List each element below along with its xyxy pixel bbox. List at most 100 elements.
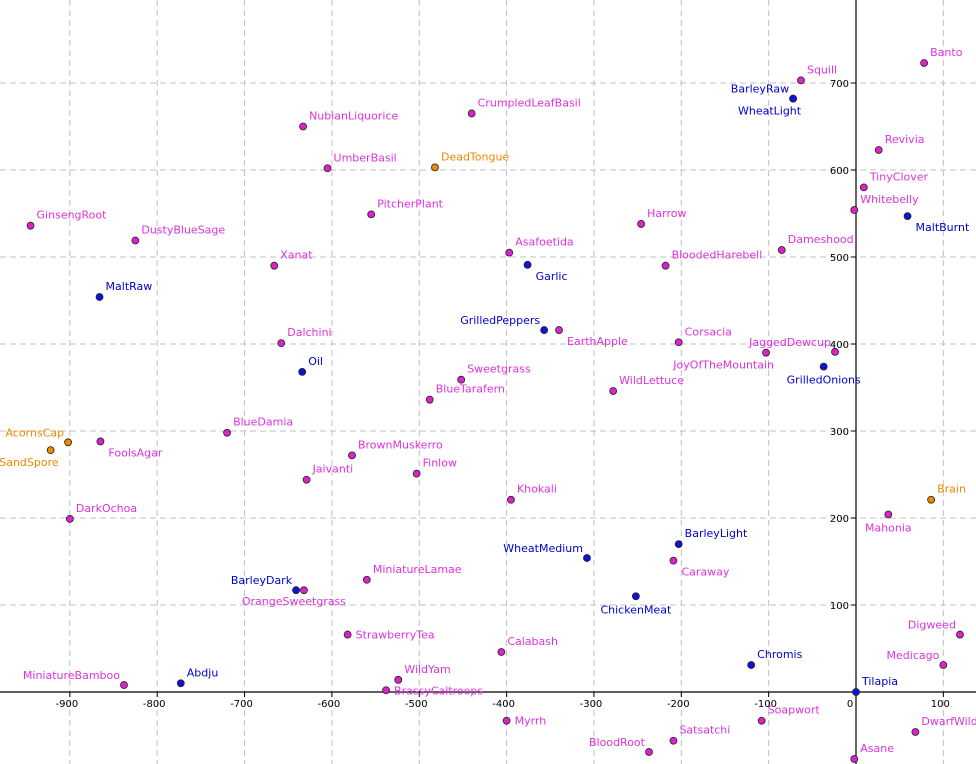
label-blue-tarafern: BlueTarafern <box>436 383 505 396</box>
label-tilapia: Tilapia <box>861 675 898 688</box>
point-miniature-bamboo <box>120 681 128 689</box>
label-finlow: Finlow <box>423 457 457 470</box>
point-joy-of-the-mountain <box>762 348 770 357</box>
point-chromis <box>747 661 756 669</box>
point-barley-light <box>674 540 683 548</box>
label-wheat-medium: WheatMedium <box>503 542 583 555</box>
x-tick-label: -800 <box>143 699 166 710</box>
label-chromis: Chromis <box>757 648 802 661</box>
point-squill <box>797 76 805 85</box>
label-dusty-blue-sage: DustyBlueSage <box>141 223 225 236</box>
label-chicken-meat: ChickenMeat <box>600 603 671 616</box>
point-sweetgrass <box>457 375 466 384</box>
point-dwarf-wild-lettuce <box>911 728 920 736</box>
point-chicken-meat <box>631 592 640 601</box>
label-squill: Squill <box>807 63 837 76</box>
point-medicago <box>939 661 948 669</box>
label-whitebelly: Whitebelly <box>860 193 919 206</box>
point-caraway <box>669 556 678 565</box>
label-brain: Brain <box>937 483 966 496</box>
point-wild-yam <box>394 675 403 684</box>
point-miniature-lamae <box>362 575 371 584</box>
label-xanat: Xanat <box>280 249 313 262</box>
label-tiny-clover: TinyClover <box>869 170 929 183</box>
label-brown-muskerro: BrownMuskerro <box>358 438 443 451</box>
point-umber-basil <box>323 164 332 173</box>
label-umber-basil: UmberBasil <box>334 151 397 164</box>
label-revivia: Revivia <box>885 133 925 146</box>
label-oil: Oil <box>308 355 323 368</box>
label-wild-yam: WildYam <box>404 663 450 676</box>
point-malt-raw <box>95 293 104 301</box>
point-blood-root <box>645 748 653 756</box>
x-tick-label: -700 <box>230 699 253 710</box>
x-tick-label: -900 <box>55 699 78 710</box>
x-tick-label: 100 <box>931 699 950 710</box>
label-miniature-bamboo: MiniatureBamboo <box>23 669 120 682</box>
label-barley-raw: BarleyRaw <box>731 83 789 96</box>
point-banto <box>920 59 929 67</box>
point-strawberry-tea <box>343 630 352 639</box>
point-asane <box>850 755 859 763</box>
point-orange-sweetgrass <box>300 586 308 595</box>
point-tiny-clover <box>859 183 868 192</box>
point-whitebelly <box>850 206 859 214</box>
point-brassy-caltroops <box>382 686 390 695</box>
point-satsatchi <box>669 736 678 745</box>
label-khokali: Khokali <box>517 483 557 496</box>
label-dark-ochoa: DarkOchoa <box>76 502 137 515</box>
label-banto: Banto <box>930 46 963 59</box>
x-tick-label: -600 <box>318 699 341 710</box>
point-myrrh <box>502 716 511 725</box>
y-tick-label: 200 <box>830 514 849 525</box>
y-tick-label: 100 <box>830 601 849 612</box>
label-dalchini: Dalchini <box>287 326 331 339</box>
label-barley-dark: BarleyDark <box>231 574 293 587</box>
label-mahonia: Mahonia <box>865 522 912 535</box>
point-wheat-light <box>789 94 798 103</box>
label-orange-sweetgrass: OrangeSweetgrass <box>242 595 346 608</box>
point-revivia <box>874 146 883 154</box>
point-sand-spore <box>46 446 55 455</box>
point-dusty-blue-sage <box>131 236 140 245</box>
point-blue-damia <box>223 428 231 437</box>
point-grilled-peppers <box>540 326 549 334</box>
label-malt-burnt: MaltBurnt <box>916 221 970 234</box>
label-asane: Asane <box>860 742 894 755</box>
label-asafoetida: Asafoetida <box>515 236 573 249</box>
label-caraway: Caraway <box>681 566 729 579</box>
point-dead-tongue <box>431 163 439 172</box>
point-abdju <box>176 679 185 688</box>
point-jaivanti <box>302 475 311 484</box>
label-blooded-harebell: BloodedHarebell <box>672 249 763 262</box>
point-tilapia <box>852 688 860 696</box>
label-wheat-light: WheatLight <box>738 105 802 118</box>
point-pitcher-plant <box>367 210 376 219</box>
label-dead-tongue: DeadTongue <box>441 150 509 163</box>
y-tick-label: 300 <box>830 427 849 438</box>
point-blooded-harebell <box>661 261 670 270</box>
label-acorns-cap: AcornsCap <box>6 426 65 439</box>
label-dameshood: Dameshood <box>788 233 854 246</box>
label-sand-spore: SandSpore <box>0 456 59 469</box>
x-tick-label: -300 <box>580 699 603 710</box>
point-mahonia <box>884 510 893 519</box>
label-nubian-liquorice: NubianLiquorice <box>309 110 398 123</box>
point-asafoetida <box>505 248 514 257</box>
point-dalchini <box>277 339 286 348</box>
tick-labels: -900 -800 -700 -600 -500 -400 -300 -200 -100 0 100… <box>55 79 949 710</box>
point-fools-agar <box>96 437 105 446</box>
point-grilled-onions <box>819 362 828 371</box>
label-sweetgrass: Sweetgrass <box>467 363 531 376</box>
point-acorns-cap <box>64 438 73 447</box>
label-soapwort: Soapwort <box>768 704 821 717</box>
label-medicago: Medicago <box>887 649 940 662</box>
point-khokali <box>507 495 515 504</box>
label-joy-of-the-mountain: JoyOfTheMountain <box>672 359 774 372</box>
point-nubian-liquorice <box>299 122 307 131</box>
point-garlic <box>523 260 532 269</box>
point-dark-ochoa <box>65 514 74 523</box>
point-corsacia <box>674 338 683 347</box>
